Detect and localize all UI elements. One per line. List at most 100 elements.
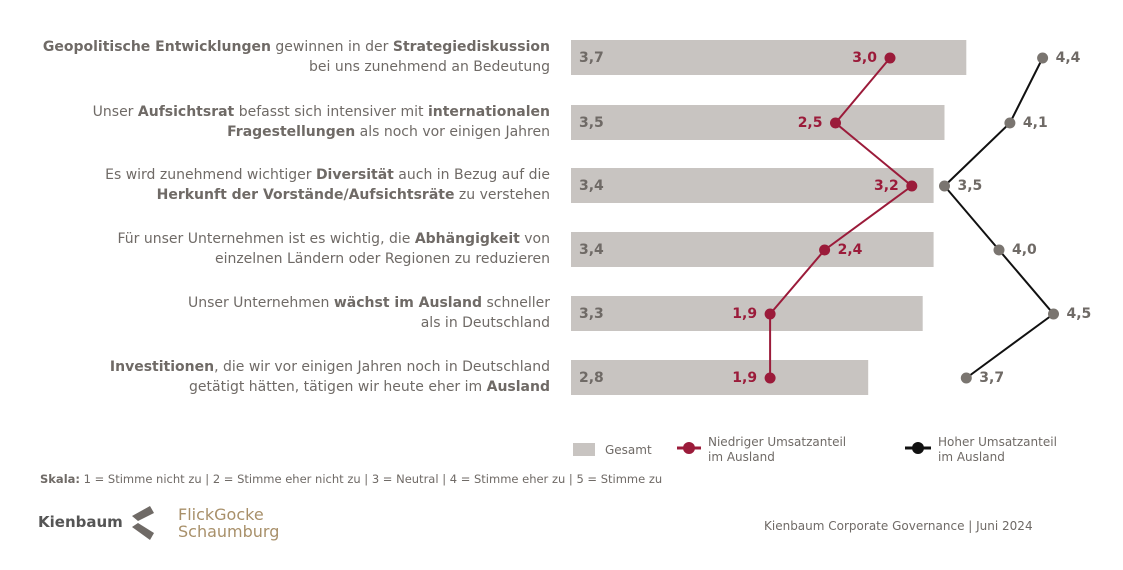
value-label-hoch: 4,4 [1056,50,1081,66]
legend-swatch-gesamt [573,443,595,456]
bar-value-label: 3,7 [579,50,604,66]
label-segment: wächst im Ausland [333,295,483,311]
legend-label-hoch: Hoher Umsatzanteil im Ausland [938,435,1057,465]
kienbaum-logo-icon [132,506,154,540]
category-label-line: Unser Unternehmen wächst im Ausland schn… [30,293,550,313]
category-label-line: Geopolitische Entwicklungen gewinnen in … [30,37,550,57]
legend-label-niedrig: Niedriger Umsatzanteil im Ausland [708,435,846,465]
value-label-niedrig: 1,9 [732,370,757,386]
category-label: Es wird zunehmend wichtiger Diversität a… [30,165,550,205]
label-segment: gewinnen in der [270,39,393,55]
label-segment: Fragestellungen [227,124,356,140]
legend-swatch-niedrig [677,442,701,454]
logo-line: Schaumburg [178,522,280,541]
label-segment: Diversität [315,167,394,183]
category-label-line: Unser Aufsichtsrat befasst sich intensiv… [30,102,550,122]
category-label-line: Für unser Unternehmen ist es wichtig, di… [30,229,550,249]
value-label-niedrig: 3,0 [852,50,877,66]
point-hoch [939,180,950,192]
value-label-hoch: 4,5 [1067,306,1092,322]
label-segment: auch in Bezug auf die [393,167,550,183]
category-label-line: bei uns zunehmend an Bedeutung [30,57,550,77]
bar-value-label: 3,3 [579,306,604,322]
point-hoch [1004,117,1016,129]
value-label-niedrig: 1,9 [732,306,757,322]
point-niedrig [819,244,831,256]
label-segment: Es wird zunehmend wichtiger [105,167,316,183]
category-label-line: Es wird zunehmend wichtiger Diversität a… [30,165,550,185]
label-segment: Ausland [486,379,550,395]
value-label-niedrig: 2,4 [838,242,863,258]
label-segment: Unser [92,104,138,120]
label-segment: Unser Unternehmen [187,295,334,311]
value-label-niedrig: 3,2 [874,178,899,194]
value-label-hoch: 3,7 [979,370,1004,386]
footer-text: Kienbaum Corporate Governance | Juni 202… [764,519,1033,533]
point-hoch [1048,308,1059,320]
category-label-line: Herkunft der Vorstände/Aufsichtsräte zu … [30,185,550,205]
label-segment: von [519,231,550,247]
label-segment: getätigt hätten, tätigen wir heute eher … [189,379,487,395]
bar-gesamt [571,40,967,75]
label-segment: befasst sich intensiver mit [234,104,428,120]
point-niedrig [906,180,918,192]
label-segment: schneller [482,295,550,311]
category-label-line: Fragestellungen als noch vor einigen Jah… [30,122,550,142]
value-label-hoch: 3,5 [958,178,983,194]
value-label-hoch: 4,1 [1023,115,1048,131]
bar-gesamt [571,105,945,140]
legend-label-gesamt: Gesamt [605,443,652,457]
label-segment: Für unser Unternehmen ist es wichtig, di… [117,231,415,247]
legend-line: im Ausland [938,450,1005,464]
label-segment: Abhängigkeit [414,231,520,247]
bar-value-label: 2,8 [579,370,604,386]
legend-line: Hoher Umsatzanteil [938,435,1057,449]
label-segment: internationalen [427,104,550,120]
flickgocke-logo: FlickGocke Schaumburg [178,506,279,540]
category-label-line: getätigt hätten, tätigen wir heute eher … [30,377,550,397]
category-label: Investitionen, die wir vor einigen Jahre… [30,357,550,397]
point-hoch [1037,52,1049,64]
bar-gesamt [571,360,869,395]
category-label: Für unser Unternehmen ist es wichtig, di… [30,229,550,269]
legend-swatch-hoch [905,442,931,454]
label-segment: Investitionen [109,359,215,375]
category-label-line: als in Deutschland [30,313,550,333]
label-segment: Herkunft der Vorstände/Aufsichtsräte [156,187,455,203]
bar-value-label: 3,5 [579,115,604,131]
value-label-niedrig: 2,5 [798,115,823,131]
bar-gesamt [571,296,923,331]
label-segment: Strategiediskussion [392,39,550,55]
legend-line: im Ausland [708,450,775,464]
category-label: Unser Aufsichtsrat befasst sich intensiv… [30,102,550,142]
point-niedrig [830,117,841,129]
scale-note: Skala: 1 = Stimme nicht zu | 2 = Stimme … [40,472,662,486]
kienbaum-logo-text: Kienbaum [38,513,123,531]
label-segment: als in Deutschland [420,315,550,331]
point-hoch [993,244,1005,256]
bar-gesamt [571,232,934,267]
line-hoch [943,57,1055,379]
chart-plot: 3,7 3,5 3,4 3,4 3,3 2,8 3,0 2,5 3,2 2,4 1,9 1,9 4,4 4… [571,40,1092,395]
value-label-hoch: 4,0 [1012,242,1037,258]
point-hoch [960,372,972,384]
legend-line: Niedriger Umsatzanteil [708,435,847,449]
logo-line: FlickGocke [178,505,264,524]
scale-label: Skala: [40,472,80,486]
label-segment: Aufsichtsrat [137,104,235,120]
label-segment: zu verstehen [454,187,550,203]
bar-gesamt [571,168,934,203]
point-niedrig [884,52,896,64]
bar-value-label: 3,4 [579,178,604,194]
category-label: Unser Unternehmen wächst im Ausland schn… [30,293,550,333]
label-segment: bei uns zunehmend an Bedeutung [309,59,550,75]
point-niedrig [764,308,776,320]
category-label-line: einzelnen Ländern oder Regionen zu reduz… [30,249,550,269]
category-label-line: Investitionen, die wir vor einigen Jahre… [30,357,550,377]
scale-text: 1 = Stimme nicht zu | 2 = Stimme eher ni… [80,472,663,486]
line-niedrig [769,57,914,378]
label-segment: einzelnen Ländern oder Regionen zu reduz… [214,251,550,267]
bar-value-label: 3,4 [579,242,604,258]
category-label: Geopolitische Entwicklungen gewinnen in … [30,37,550,77]
